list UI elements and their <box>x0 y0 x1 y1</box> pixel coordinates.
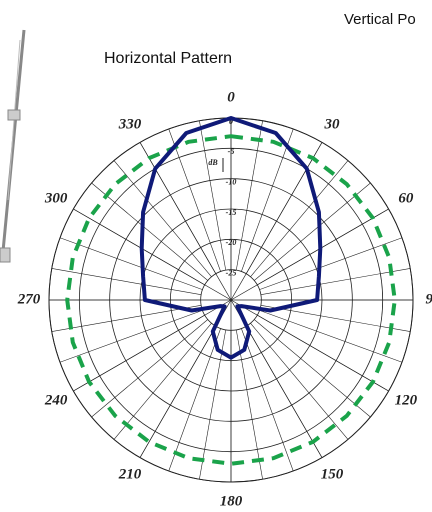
angle-tick-label: 300 <box>44 190 68 206</box>
angle-tick <box>73 208 232 301</box>
minor-spoke <box>199 120 227 271</box>
angle-tick-label: 240 <box>44 392 68 408</box>
angle-tick <box>73 299 232 392</box>
minor-spoke <box>260 304 411 332</box>
minor-spoke <box>59 310 203 363</box>
minor-spoke <box>235 329 263 480</box>
angle-tick-label: 120 <box>395 392 418 408</box>
minor-spoke <box>51 268 202 296</box>
angle-tick-label: 90 <box>426 291 432 307</box>
minor-spoke <box>241 128 294 272</box>
minor-spoke <box>259 237 403 290</box>
minor-spoke <box>199 329 227 480</box>
series-line <box>139 116 323 360</box>
minor-spoke <box>113 323 212 440</box>
minor-spoke <box>91 319 208 418</box>
plot <box>65 116 397 466</box>
minor-spoke <box>250 323 349 440</box>
minor-spoke <box>168 128 221 272</box>
chart-title: Horizontal Pattern <box>104 50 232 67</box>
minor-spoke <box>91 182 208 281</box>
antenna-image <box>0 29 26 263</box>
minor-spoke <box>51 304 202 332</box>
angle-tick-label: 210 <box>118 466 142 482</box>
minor-spoke <box>59 237 203 290</box>
minor-spoke <box>113 160 212 277</box>
series-line <box>65 134 397 466</box>
angle-tick-label: 0 <box>227 89 235 105</box>
grid: 0-5-10-15-20-250306090120150180210240270… <box>17 89 432 509</box>
angle-tick-label: 60 <box>398 190 414 206</box>
minor-spoke <box>260 268 411 296</box>
minor-spoke <box>259 310 403 363</box>
angle-tick-label: 270 <box>17 291 41 307</box>
angle-tick <box>230 208 389 301</box>
angle-tick-label: 30 <box>324 117 341 133</box>
angle-tick-label: 180 <box>220 493 243 509</box>
minor-spoke <box>235 120 263 271</box>
minor-spoke <box>250 160 349 277</box>
cropped-title: Vertical Po <box>344 11 416 28</box>
angle-tick-label: 150 <box>321 466 344 482</box>
angle-tick-label: 330 <box>118 117 142 133</box>
minor-spoke <box>254 319 371 418</box>
minor-spoke <box>241 328 294 472</box>
minor-spoke <box>254 182 371 281</box>
r-axis-label: dB <box>208 158 218 167</box>
minor-spoke <box>168 328 221 472</box>
angle-tick <box>230 299 389 392</box>
